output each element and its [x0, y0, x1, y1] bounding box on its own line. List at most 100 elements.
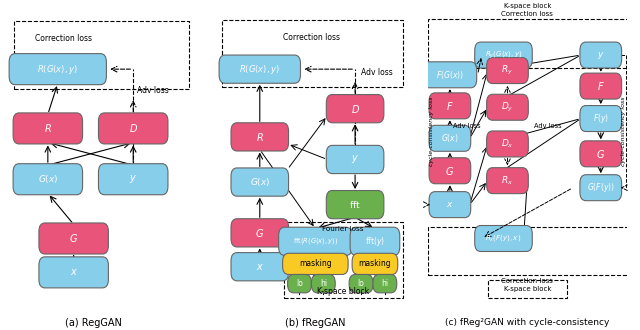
Text: Correction loss: Correction loss [501, 11, 553, 16]
Text: $G$: $G$ [596, 148, 605, 160]
FancyBboxPatch shape [580, 141, 621, 167]
Text: K-space block: K-space block [504, 286, 551, 292]
FancyBboxPatch shape [312, 275, 335, 293]
Bar [488, 0, 567, 15]
FancyBboxPatch shape [475, 42, 532, 68]
Text: $R(G(x), y)$: $R(G(x), y)$ [239, 63, 280, 76]
Text: $G(x)$: $G(x)$ [38, 173, 58, 185]
FancyBboxPatch shape [326, 95, 384, 123]
Text: Correction loss: Correction loss [501, 278, 553, 284]
Text: masking: masking [299, 259, 332, 268]
FancyBboxPatch shape [39, 257, 108, 288]
Text: (a) RegGAN: (a) RegGAN [65, 317, 122, 327]
Bar [428, 19, 628, 68]
FancyBboxPatch shape [231, 123, 289, 151]
Text: $G(F(y))$: $G(F(y))$ [587, 181, 615, 194]
Text: hi: hi [381, 279, 388, 288]
FancyBboxPatch shape [219, 55, 301, 83]
FancyBboxPatch shape [429, 192, 471, 217]
FancyBboxPatch shape [283, 253, 348, 275]
FancyBboxPatch shape [349, 275, 373, 293]
Text: $D_x$: $D_x$ [501, 138, 514, 150]
Text: $x$: $x$ [446, 200, 454, 209]
FancyBboxPatch shape [486, 57, 528, 83]
Text: $x$: $x$ [70, 267, 77, 277]
Text: $D_y$: $D_y$ [501, 101, 514, 114]
Text: Fourier loss: Fourier loss [323, 226, 364, 232]
FancyBboxPatch shape [13, 113, 83, 144]
Bar [222, 20, 403, 87]
Text: $y$: $y$ [129, 173, 137, 185]
Bar [428, 227, 628, 276]
Text: (b) fRegGAN: (b) fRegGAN [285, 317, 346, 327]
Text: $R_x(F(y), x)$: $R_x(F(y), x)$ [485, 234, 522, 244]
Text: lo: lo [358, 279, 364, 288]
FancyBboxPatch shape [231, 168, 289, 196]
Text: K-space block: K-space block [504, 3, 551, 9]
FancyBboxPatch shape [326, 145, 384, 174]
Bar [284, 221, 403, 298]
FancyBboxPatch shape [429, 158, 471, 184]
FancyBboxPatch shape [580, 42, 621, 68]
Text: $R_x$: $R_x$ [501, 174, 513, 187]
Text: $D$: $D$ [129, 122, 138, 134]
Text: lo: lo [296, 279, 303, 288]
Text: $G$: $G$ [69, 233, 78, 245]
FancyBboxPatch shape [429, 125, 471, 151]
Bar [14, 21, 189, 89]
Text: $\mathrm{fft}(R(G(x),y))$: $\mathrm{fft}(R(G(x),y))$ [292, 236, 338, 246]
Text: $\mathrm{fft}$: $\mathrm{fft}$ [349, 199, 361, 210]
Text: $R_y(G(x), y)$: $R_y(G(x), y)$ [484, 50, 522, 61]
Text: Correction loss: Correction loss [283, 33, 340, 42]
FancyBboxPatch shape [287, 275, 312, 293]
Text: K-space block: K-space block [317, 286, 369, 295]
Bar [488, 280, 567, 298]
Text: $G(x)$: $G(x)$ [250, 176, 270, 188]
Text: $R$: $R$ [44, 122, 52, 134]
FancyBboxPatch shape [486, 131, 528, 157]
FancyBboxPatch shape [580, 175, 621, 201]
FancyBboxPatch shape [278, 227, 352, 255]
Text: masking: masking [358, 259, 391, 268]
Text: $F$: $F$ [446, 100, 454, 112]
FancyBboxPatch shape [580, 106, 621, 132]
Text: $G$: $G$ [445, 165, 454, 177]
Text: Adv loss: Adv loss [137, 86, 169, 95]
Text: $x$: $x$ [256, 262, 264, 272]
Text: $y$: $y$ [597, 50, 605, 60]
FancyBboxPatch shape [9, 54, 106, 85]
Text: $F(y)$: $F(y)$ [593, 112, 609, 125]
FancyBboxPatch shape [352, 253, 398, 275]
FancyBboxPatch shape [39, 223, 108, 254]
FancyBboxPatch shape [350, 227, 400, 255]
Text: $y$: $y$ [351, 153, 359, 165]
Text: cycle-consistency loss: cycle-consistency loss [429, 96, 433, 166]
Text: $F$: $F$ [597, 80, 605, 92]
Text: $R(G(x), y)$: $R(G(x), y)$ [37, 63, 78, 76]
Text: Adv loss: Adv loss [534, 123, 562, 129]
Text: hi: hi [320, 279, 327, 288]
FancyBboxPatch shape [429, 93, 471, 119]
FancyBboxPatch shape [99, 113, 168, 144]
FancyBboxPatch shape [423, 62, 477, 88]
FancyBboxPatch shape [373, 275, 397, 293]
Text: Adv loss: Adv loss [453, 123, 481, 129]
Text: $D$: $D$ [351, 103, 360, 115]
FancyBboxPatch shape [486, 168, 528, 194]
FancyBboxPatch shape [326, 190, 384, 219]
FancyBboxPatch shape [231, 219, 289, 247]
FancyBboxPatch shape [486, 94, 528, 120]
Text: $G$: $G$ [255, 227, 264, 239]
Text: Adv loss: Adv loss [361, 68, 393, 77]
Text: (c) fReg²GAN with cycle-consistency: (c) fReg²GAN with cycle-consistency [445, 317, 609, 326]
Text: $\mathrm{fft}(y)$: $\mathrm{fft}(y)$ [365, 235, 385, 248]
FancyBboxPatch shape [231, 252, 289, 281]
FancyBboxPatch shape [13, 164, 83, 195]
FancyBboxPatch shape [99, 164, 168, 195]
FancyBboxPatch shape [580, 73, 621, 99]
Text: $G(x)$: $G(x)$ [441, 132, 459, 144]
Text: $R$: $R$ [256, 131, 264, 143]
Text: $F(G(x))$: $F(G(x))$ [436, 69, 464, 81]
Text: cycle-consistency loss: cycle-consistency loss [621, 96, 626, 166]
FancyBboxPatch shape [475, 225, 532, 251]
